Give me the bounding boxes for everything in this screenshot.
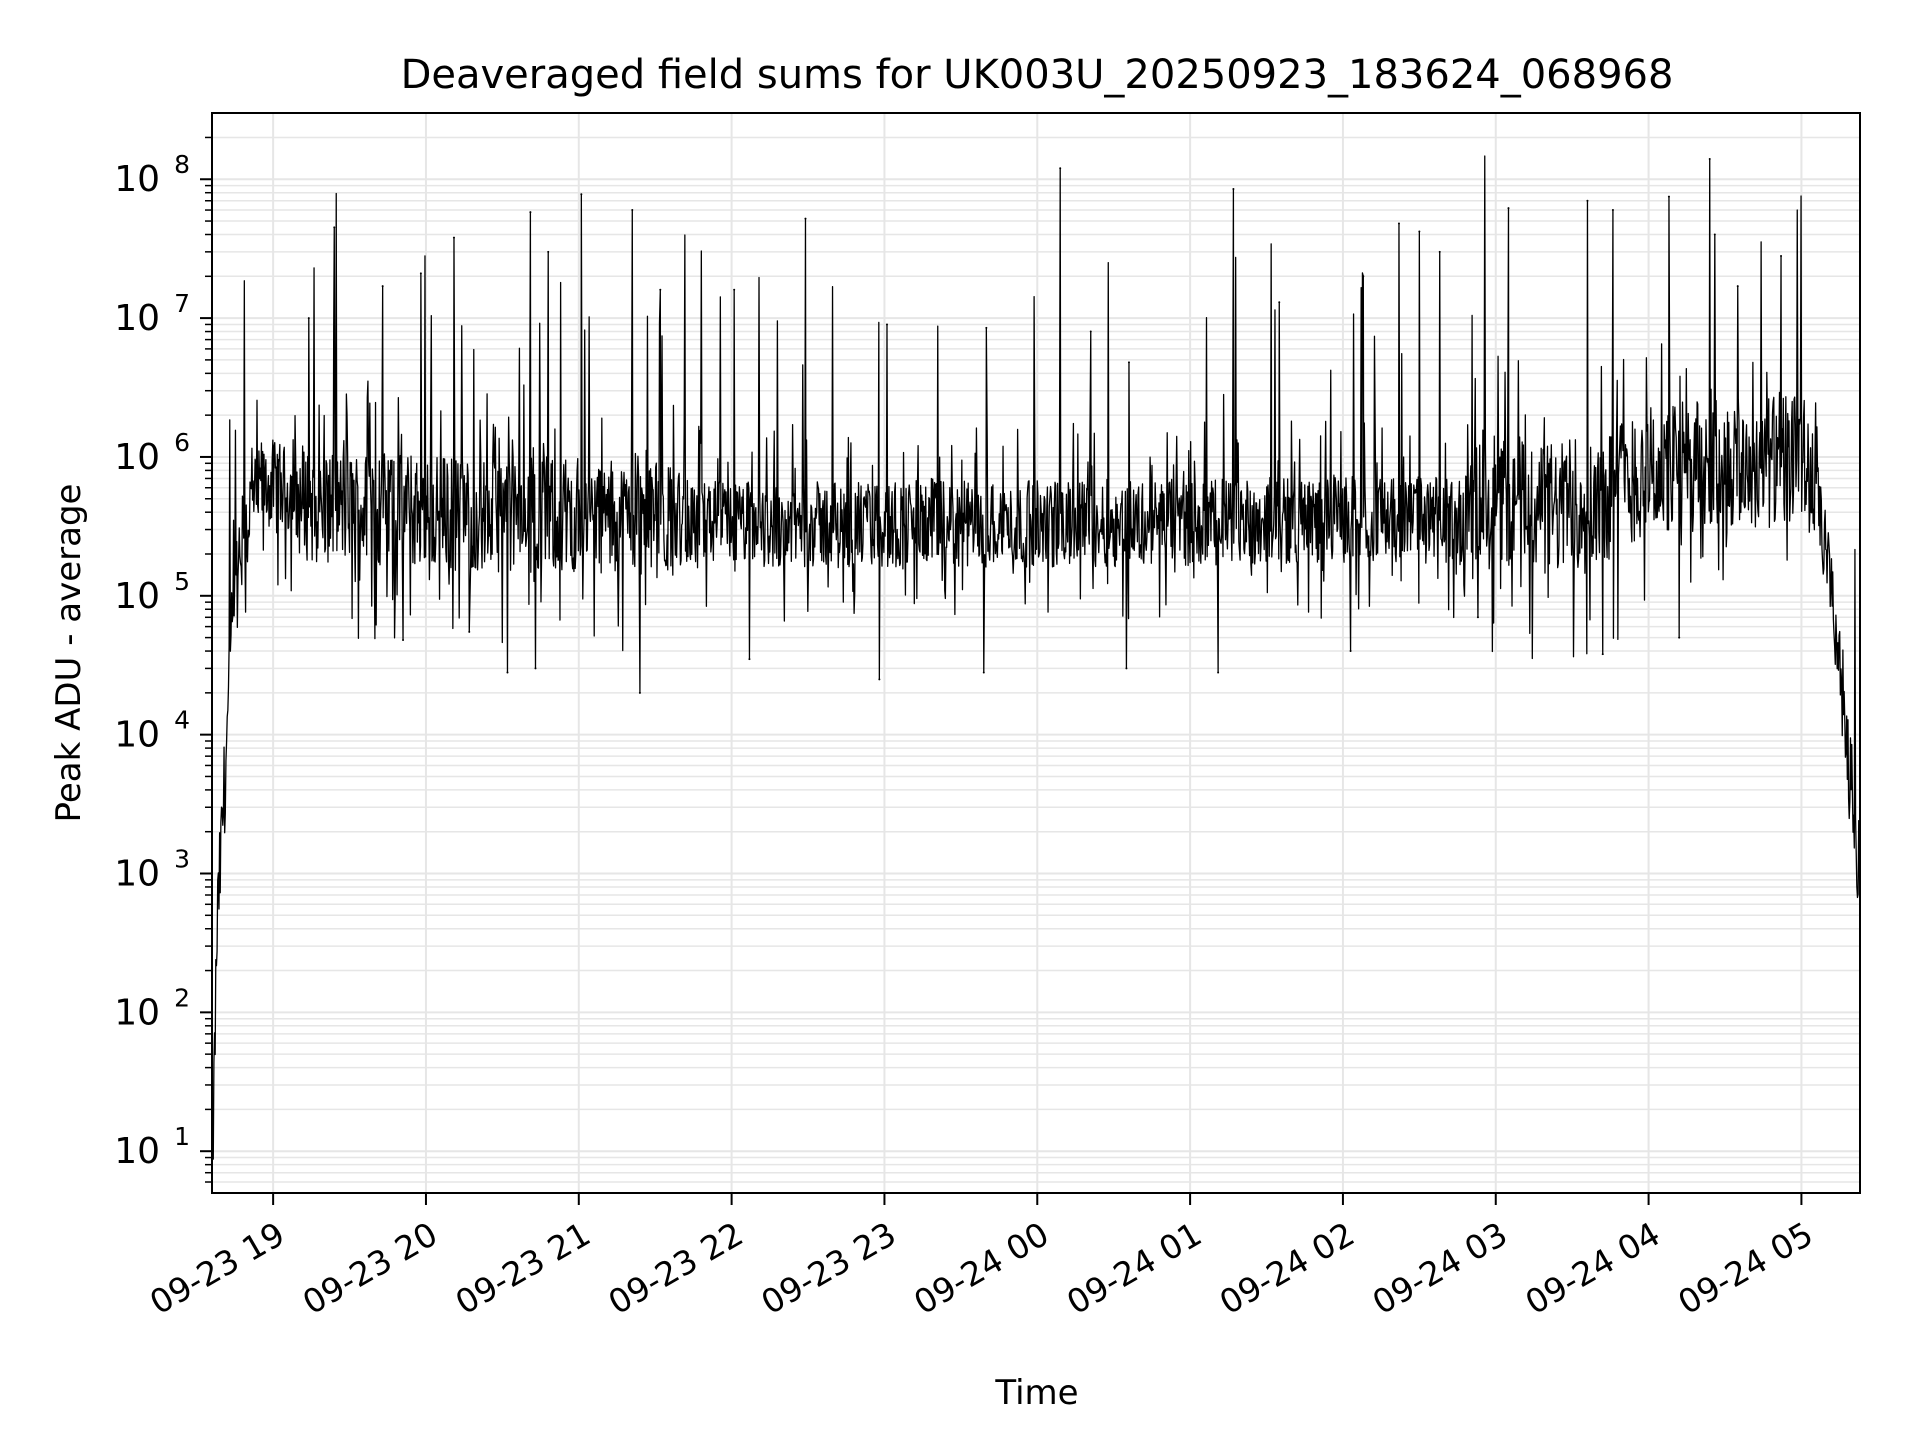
y-tick-label-exponent: 8 — [174, 150, 190, 179]
dip-point — [506, 671, 509, 674]
y-tick-label: 10 — [114, 992, 160, 1033]
dip-point — [1678, 636, 1681, 639]
dip-point — [878, 678, 881, 681]
peak-point — [1713, 233, 1716, 236]
peak-point — [1362, 275, 1365, 278]
peak-point — [381, 285, 384, 288]
dip-point — [1125, 667, 1128, 670]
y-axis: 10 1 10 2 10 3 10 4 10 5 10 6 10 7 10 8 — [114, 136, 212, 1183]
dip-point — [1217, 671, 1220, 674]
y-tick-label-exponent: 4 — [174, 706, 190, 735]
y-axis-label: Peak ADU - average — [49, 484, 89, 823]
y-tick-label: 10 — [114, 159, 160, 200]
y-tick-label-exponent: 5 — [174, 567, 190, 596]
dip-point — [982, 671, 985, 674]
series-line — [211, 155, 1861, 1178]
peak-point — [1059, 167, 1062, 170]
y-tick-label: 10 — [114, 298, 160, 339]
peak-point — [885, 323, 888, 326]
chart-title: Deaveraged field sums for UK003U_2025092… — [401, 52, 1674, 98]
dip-point — [402, 639, 405, 642]
plot-area-frame — [211, 112, 1861, 1194]
y-tick-label-exponent: 7 — [174, 289, 190, 318]
peak-point — [419, 272, 422, 275]
peak-point — [1611, 209, 1614, 212]
dip-point — [534, 667, 537, 670]
peak-point — [307, 317, 310, 320]
peak-point — [1418, 230, 1421, 233]
grid-lines — [212, 113, 1860, 1193]
y-tick-label-exponent: 6 — [174, 428, 190, 457]
peak-point — [1127, 361, 1130, 364]
peak-point — [333, 226, 336, 229]
peak-point — [580, 193, 583, 196]
peak-point — [659, 288, 662, 291]
peak-point — [1736, 285, 1739, 288]
dip-point — [1601, 653, 1604, 656]
dip-point — [1349, 650, 1352, 653]
dip-point — [748, 658, 751, 661]
peak-point — [547, 250, 550, 253]
peak-point — [1232, 188, 1235, 191]
peak-point — [1397, 222, 1400, 225]
peak-point — [631, 209, 634, 212]
x-axis-label: Time — [994, 1373, 1078, 1413]
y-tick-label: 10 — [114, 437, 160, 478]
y-tick-label: 10 — [114, 854, 160, 895]
y-tick-label: 10 — [114, 576, 160, 617]
peak-point — [529, 211, 532, 214]
peak-point — [452, 236, 455, 239]
y-tick-label-exponent: 3 — [174, 845, 190, 874]
y-tick-label: 10 — [114, 1131, 160, 1172]
peak-point — [1586, 199, 1589, 202]
dip-point — [468, 630, 471, 633]
dip-point — [638, 691, 641, 694]
peak-point — [1438, 250, 1441, 253]
peak-point — [1278, 301, 1281, 304]
y-tick-label: 10 — [114, 715, 160, 756]
data-series-area — [211, 155, 1861, 1178]
y-tick-label-exponent: 2 — [174, 983, 190, 1012]
peak-point — [985, 326, 988, 329]
peak-point — [733, 288, 736, 291]
dip-point — [1476, 616, 1479, 619]
peak-point — [804, 217, 807, 220]
peak-point — [1089, 330, 1092, 333]
y-tick-label-exponent: 1 — [174, 1122, 190, 1151]
peak-point — [1780, 255, 1783, 258]
peak-point — [1667, 195, 1670, 198]
peak-point — [1507, 207, 1510, 210]
peak-point — [1708, 157, 1711, 160]
